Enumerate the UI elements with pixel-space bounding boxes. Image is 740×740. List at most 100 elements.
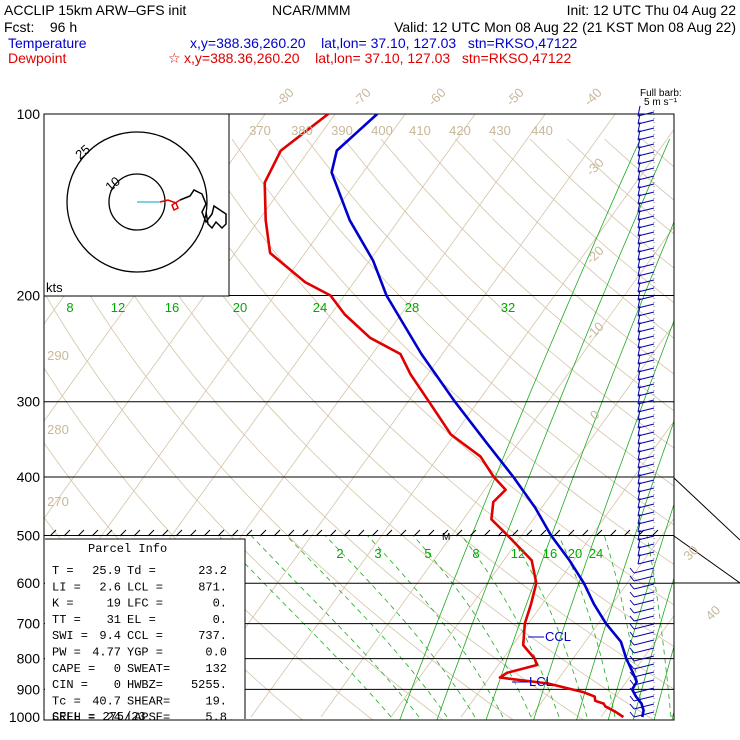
mixing-ratio-label: 32 — [501, 300, 515, 315]
parcel-value: 132 — [205, 662, 227, 676]
wind-barb — [629, 599, 655, 606]
moist-adiabat — [367, 535, 504, 718]
parcel-key: K = — [52, 597, 74, 611]
dry-adiabat — [641, 138, 674, 168]
moist-adiabat — [687, 536, 699, 718]
parcel-key: Tc = — [52, 694, 81, 708]
pressure-label: 500 — [17, 527, 41, 543]
wind-barb — [637, 257, 655, 269]
moist-adiabat — [558, 535, 616, 718]
hatch-mark — [553, 529, 561, 537]
temperature-label: 0 — [587, 407, 603, 423]
wind-barb — [637, 369, 655, 381]
wind-barb — [629, 591, 655, 598]
wind-barbs: Full barb: 5 m s⁻¹ — [629, 88, 682, 718]
hatch-mark — [357, 529, 365, 537]
wind-barb — [637, 113, 655, 125]
hodograph-trace-high — [179, 189, 227, 230]
hatch-mark — [427, 529, 435, 537]
temperature-label: -20 — [583, 243, 607, 267]
moist-adiabat — [250, 535, 420, 718]
theta-label: 370 — [249, 123, 271, 138]
plot-frame — [43, 113, 675, 721]
theta-label: 440 — [531, 123, 553, 138]
wind-barb — [637, 385, 655, 397]
parcel-value: 24 — [107, 711, 121, 725]
wind-barb — [637, 401, 655, 413]
hatch-mark — [609, 529, 617, 537]
hatch-mark — [315, 529, 323, 537]
theta-label: 390 — [331, 123, 353, 138]
wind-barb — [637, 281, 655, 293]
mixing-ratio-labels-lower: 2 3 5 8 12 16 20 24 — [336, 546, 603, 561]
dewpoint-legend-label: Dewpoint — [8, 50, 66, 66]
hatch-mark — [623, 529, 631, 537]
temperature-label: -30 — [583, 155, 607, 179]
pressure-label: 700 — [17, 616, 41, 632]
hatch-mark — [525, 529, 533, 537]
hatch-mark — [119, 529, 127, 537]
level-markers: CCL LCL M — [442, 532, 571, 689]
dry-adiabat — [306, 138, 674, 487]
wind-barb — [637, 121, 655, 133]
hatch-mark — [413, 529, 421, 537]
parcel-value: 2.6 — [99, 580, 121, 594]
header: ACCLIP 15km ARW–GFS init NCAR/MMM Init: … — [4, 2, 736, 66]
mixing-ratio-line — [576, 420, 674, 720]
hodograph-trace-low — [159, 199, 181, 212]
isotherm — [670, 712, 674, 718]
wind-barb — [637, 481, 655, 493]
wind-barb — [637, 137, 655, 149]
wind-barb — [637, 321, 655, 333]
dewpoint-profile — [263, 114, 625, 719]
mixing-ratio-label: 16 — [165, 300, 179, 315]
hatch-mark — [273, 529, 281, 537]
wind-barb — [637, 457, 655, 469]
hatch-mark — [329, 529, 337, 537]
wind-barb — [637, 529, 655, 541]
wind-barb — [629, 647, 655, 654]
temperature-label: -70 — [350, 85, 374, 109]
hatch-mark — [77, 529, 85, 537]
hatch-mark — [49, 529, 57, 537]
parcel-value: 31 — [107, 613, 121, 627]
wind-barb — [629, 695, 655, 702]
wind-barb — [629, 711, 655, 718]
dry-adiabat — [82, 138, 655, 720]
theta-labels: 370 380 390 400 410 420 430 440 290 280 270 — [47, 123, 553, 509]
hatch-mark — [595, 529, 603, 537]
hatch-mark — [105, 529, 113, 537]
temperature-profile — [330, 114, 645, 718]
mixing-ratio-label: 28 — [405, 300, 419, 315]
wind-barb — [629, 583, 655, 590]
parcel-key: CCL = — [127, 629, 163, 643]
hatch-mark — [259, 529, 267, 537]
mixing-ratio-line — [632, 576, 674, 720]
wind-barb — [629, 671, 655, 678]
init-time: Init: 12 UTC Thu 04 Aug 22 — [567, 2, 737, 18]
parcel-value: 5.8 — [205, 711, 227, 725]
parcel-key: SHEAR= — [127, 694, 170, 708]
wind-barb — [637, 217, 655, 229]
mixing-ratio-line — [399, 138, 641, 720]
wind-barb — [637, 185, 655, 197]
wind-barb — [637, 409, 655, 421]
hatch-mark — [147, 529, 155, 537]
dewpoint-star-icon: ☆ — [168, 50, 181, 66]
parcel-key: YGP = — [127, 646, 163, 660]
hatch-mark — [287, 529, 295, 537]
temperature-labels: -80 -70 -60 -50 -40 -30 -20 -10 0 30 40 — [273, 85, 723, 623]
parcel-key: SWI = — [52, 629, 88, 643]
pressure-label: 1000 — [9, 709, 40, 725]
wind-barb — [629, 655, 655, 662]
parcel-value: 9.4 — [99, 629, 121, 643]
mixing-ratio-label: 8 — [66, 300, 73, 315]
wind-barb — [637, 377, 655, 389]
mixing-ratio-line — [607, 502, 674, 720]
mixing-ratio-line — [685, 139, 740, 730]
temperature-label: -10 — [583, 319, 607, 343]
wind-barb — [637, 233, 655, 245]
wind-barb — [637, 505, 655, 517]
hatch-mark — [441, 529, 449, 537]
